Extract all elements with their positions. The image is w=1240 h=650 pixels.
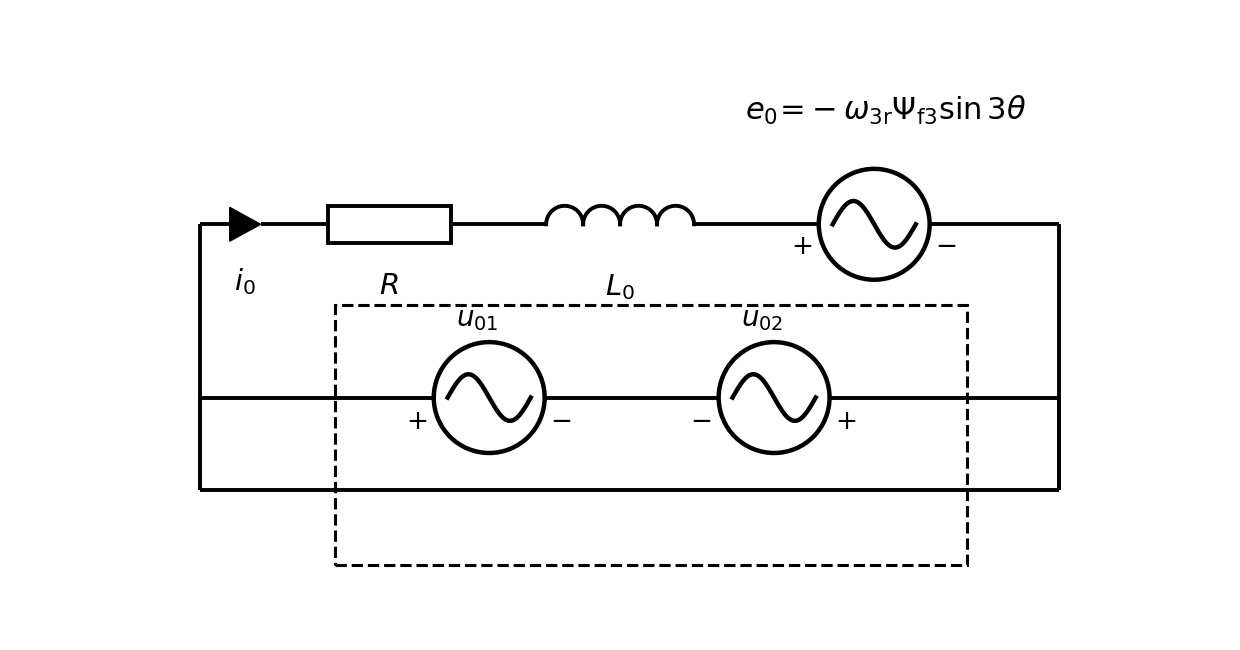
Circle shape (434, 342, 544, 453)
Text: $R$: $R$ (379, 272, 399, 300)
Circle shape (719, 342, 830, 453)
Text: −: − (935, 235, 957, 261)
Bar (335, 305, 967, 565)
Circle shape (818, 169, 930, 280)
Text: $L_0$: $L_0$ (605, 272, 635, 302)
Bar (327, 206, 450, 243)
Text: $u_{01}$: $u_{01}$ (456, 306, 498, 333)
Text: $u_{02}$: $u_{02}$ (742, 306, 784, 333)
Text: +: + (836, 410, 858, 436)
Text: −: − (691, 410, 713, 436)
Polygon shape (229, 207, 260, 241)
Text: +: + (791, 235, 812, 261)
Text: +: + (405, 410, 428, 436)
Text: $i_0$: $i_0$ (234, 266, 255, 298)
Text: −: − (551, 410, 573, 436)
Text: $e_0\!=\!-\omega_{3\mathrm{r}}\Psi_{\mathrm{f3}}\sin3\theta$: $e_0\!=\!-\omega_{3\mathrm{r}}\Psi_{\mat… (745, 94, 1027, 127)
